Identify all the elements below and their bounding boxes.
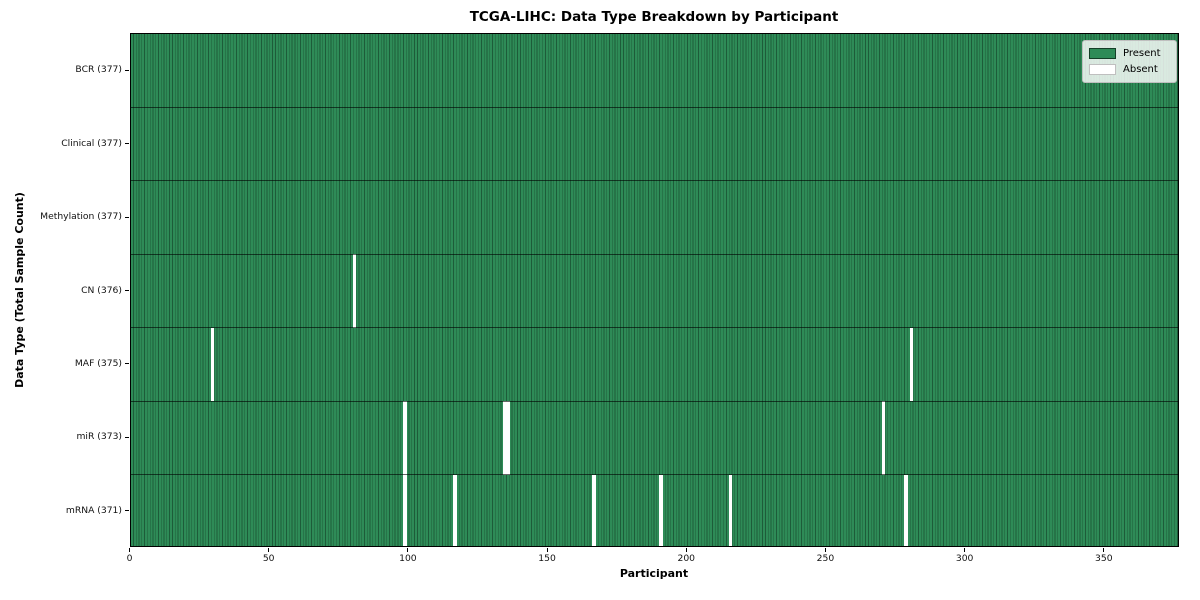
x-tick-mark [268, 547, 270, 552]
x-tick-label-350: 350 [1095, 553, 1113, 564]
y-tick-label-miR: miR (373) [76, 431, 122, 443]
absent-bar-miR-134 [503, 401, 507, 475]
legend-label-absent: Absent [1123, 64, 1158, 75]
y-tick-mark [125, 143, 129, 145]
x-tick-mark [964, 547, 966, 552]
x-tick-mark [685, 547, 687, 552]
absent-bar-mRNA-166 [592, 474, 596, 546]
x-tick-label-100: 100 [399, 553, 417, 564]
x-axis-label: Participant [619, 567, 689, 580]
y-tick-label-Methylation: Methylation (377) [40, 211, 122, 223]
x-tick-label-150: 150 [538, 553, 556, 564]
x-tick-mark [129, 547, 130, 552]
x-tick-mark [407, 547, 409, 552]
y-tick-mark [125, 216, 129, 218]
y-tick-label-BCR: BCR (377) [75, 64, 122, 76]
row-separator [130, 400, 1178, 402]
x-tick-label-250: 250 [816, 553, 835, 564]
y-tick-mark [125, 363, 129, 365]
legend: Present Absent [1082, 39, 1177, 83]
x-tick-mark [824, 547, 826, 552]
absent-bar-mRNA-116 [452, 474, 457, 546]
x-tick-label-0: 0 [126, 553, 133, 564]
row-separator [130, 253, 1178, 255]
y-axis-label: Data Type (Total Sample Count) [13, 192, 26, 388]
y-tick-mark [125, 510, 129, 512]
legend-swatch-absent [1089, 64, 1116, 75]
absent-bar-miR-135 [505, 401, 510, 475]
row-separator [130, 327, 1178, 329]
absent-bar-mRNA-98 [402, 474, 407, 546]
absent-bar-MAF-29 [210, 327, 215, 402]
x-tick-mark [546, 547, 548, 552]
absent-bar-mRNA-278 [903, 474, 908, 546]
legend-label-present: Present [1123, 48, 1161, 59]
absent-bar-CN-80 [352, 254, 357, 328]
x-tick-label-300: 300 [955, 553, 974, 564]
y-tick-label-mRNA: mRNA (371) [65, 504, 122, 516]
x-tick-label-200: 200 [677, 553, 696, 564]
y-tick-mark [125, 69, 129, 71]
legend-entry-absent: Absent [1089, 62, 1176, 78]
absent-bar-mRNA-215 [728, 474, 733, 546]
legend-entry-present: Present [1089, 46, 1176, 62]
y-tick-mark [125, 290, 129, 291]
absent-bar-miR-270 [881, 401, 886, 475]
x-tick-label-50: 50 [262, 553, 275, 564]
y-tick-label-CN: CN (376) [81, 284, 122, 296]
absent-bar-miR-98 [402, 401, 407, 475]
plot-area [129, 33, 1179, 547]
absent-bar-mRNA-190 [658, 474, 663, 546]
absent-bar-MAF-280 [909, 327, 914, 402]
y-tick-label-MAF: MAF (375) [74, 357, 122, 369]
chart-title: TCGA-LIHC: Data Type Breakdown by Partic… [469, 9, 839, 25]
row-separator [130, 180, 1178, 182]
x-tick-mark [1103, 547, 1105, 552]
row-separator [130, 474, 1178, 476]
legend-swatch-present [1089, 48, 1116, 59]
row-separator [130, 106, 1178, 108]
y-tick-label-Clinical: Clinical (377) [61, 137, 122, 149]
y-tick-mark [125, 436, 129, 438]
